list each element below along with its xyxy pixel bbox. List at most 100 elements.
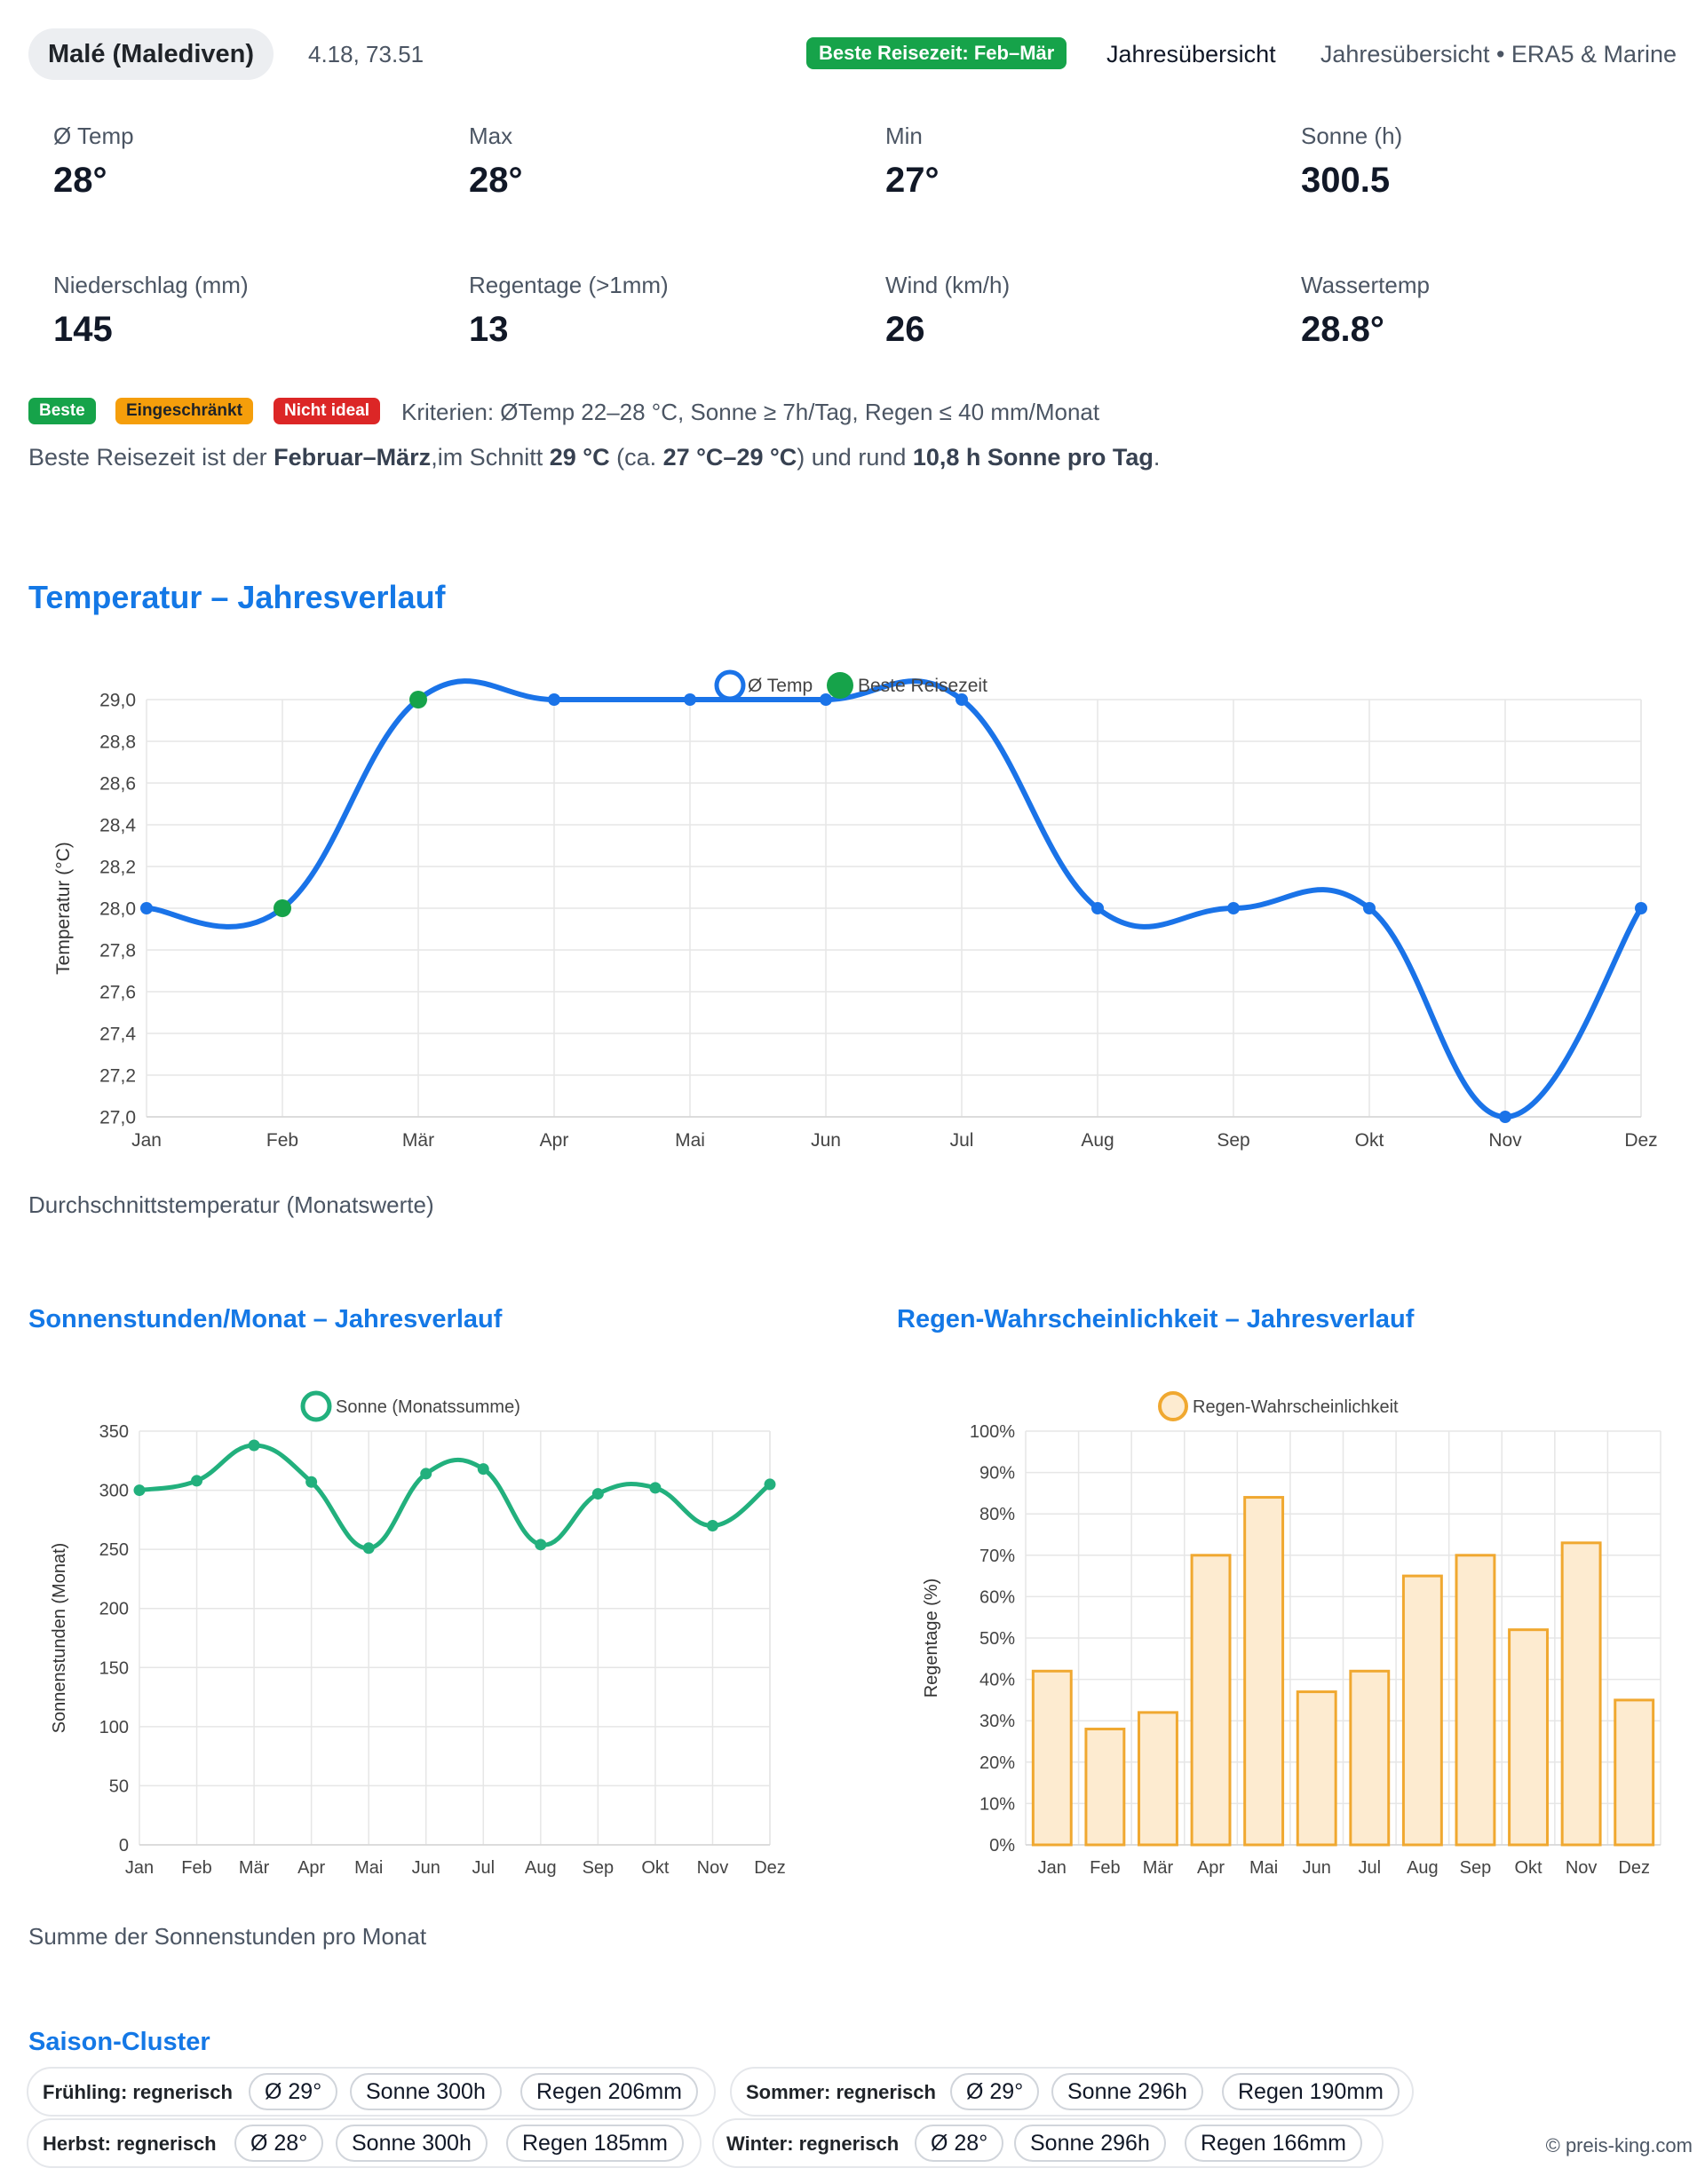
sun-data-point	[764, 1478, 776, 1491]
stat-value: 26	[885, 310, 925, 349]
cluster-temp-pill: Ø 28°	[915, 2125, 1004, 2162]
x-tick-label: Okt	[641, 1858, 670, 1878]
cluster-sun-pill: Sonne 296h	[1014, 2125, 1166, 2162]
sun-data-point	[248, 1439, 260, 1452]
cluster-sun-pill: Sonne 296h	[1051, 2073, 1203, 2110]
stat-value: 27°	[885, 161, 940, 200]
temp-data-point	[956, 693, 968, 706]
sun-chart-caption: Summe der Sonnenstunden pro Monat	[28, 1923, 427, 1950]
y-tick-label: 40%	[979, 1671, 1015, 1690]
y-tick-label: 28,2	[99, 857, 136, 877]
x-tick-label: Feb	[266, 1130, 298, 1151]
rain-bar	[1190, 1554, 1232, 1847]
stat-label: Max	[469, 123, 513, 149]
stat-label: Ø Temp	[53, 123, 134, 149]
legend-rain-label: Regen-Wahrscheinlichkeit	[1193, 1397, 1399, 1417]
best-season-point	[274, 899, 291, 917]
coordinates: 4.18, 73.51	[308, 41, 424, 67]
nav-annual-overview[interactable]: Jahresübersicht	[1106, 41, 1276, 67]
stat-label: Sonne (h)	[1301, 123, 1403, 149]
rain-bar	[1243, 1496, 1285, 1847]
rain-chart-title: Regen-Wahrscheinlichkeit – Jahresverlauf	[897, 1305, 1415, 1333]
rain-bar	[1296, 1690, 1337, 1847]
y-tick-label: 70%	[979, 1547, 1015, 1566]
summary-months: Februar–März	[274, 444, 432, 471]
rain-chart: 0% 10% 20% 30% 40% 50% 60% 70% 80% 90% 100% Jan Feb M…	[922, 1391, 1661, 1878]
y-tick-label: 50%	[979, 1629, 1015, 1649]
rain-bar	[1401, 1574, 1443, 1847]
y-axis-label: Regentage (%)	[922, 1579, 941, 1698]
x-tick-label: Jun	[412, 1858, 440, 1878]
x-tick-label: Jan	[125, 1858, 154, 1878]
x-tick-label: Apr	[540, 1130, 569, 1151]
y-tick-label: 80%	[979, 1505, 1015, 1524]
x-tick-label: Sep	[1460, 1858, 1492, 1878]
legend-best-label: Beste Reisezeit	[858, 676, 987, 696]
sun-series-line	[139, 1443, 772, 1551]
rain-bar	[1560, 1541, 1602, 1847]
temp-data-point	[684, 693, 696, 706]
summary-end: .	[1153, 444, 1161, 471]
y-tick-label: 60%	[979, 1587, 1015, 1607]
cluster-rain-pill: Regen 185mm	[506, 2125, 684, 2162]
x-tick-label: Jan	[131, 1130, 162, 1151]
y-tick-label: 28,4	[99, 815, 136, 835]
rain-bar	[1349, 1669, 1391, 1847]
x-tick-label: Mai	[675, 1130, 705, 1151]
sun-chart: 0 50 100 150 200 250 300 350 Jan Feb Mär Apr Mai Jun J…	[50, 1390, 786, 1878]
y-tick-label: 28,6	[99, 773, 136, 794]
stat-sunshine: Sonne (h) 300.5	[1301, 123, 1656, 201]
x-tick-label: Jun	[1303, 1858, 1331, 1878]
y-tick-label: 0%	[989, 1836, 1015, 1856]
temp-data-point	[1091, 902, 1104, 914]
rain-bar	[1508, 1628, 1549, 1847]
x-tick-label: Mai	[354, 1858, 383, 1878]
x-tick-label: Jul	[1359, 1858, 1382, 1878]
sun-data-point	[535, 1539, 547, 1551]
stat-label: Regentage (>1mm)	[469, 272, 669, 298]
temp-chart: 27,0 27,2 27,4 27,6 27,8 28,0 28,2 28,4 28,6 28,8…	[53, 669, 1658, 1151]
x-tick-label: Dez	[1618, 1858, 1650, 1878]
header: Malé (Malediven) 4.18, 73.51 Beste Reise…	[28, 27, 1677, 83]
summary-avg: 29 °C	[549, 444, 610, 471]
temp-data-point	[1363, 902, 1376, 914]
best-season-badge: Beste Reisezeit: Feb–Mär	[806, 37, 1067, 69]
y-axis-label: Sonnenstunden (Monat)	[50, 1543, 69, 1734]
legend-best-chip: Beste	[28, 398, 96, 424]
legend-temp-marker	[714, 669, 746, 701]
stat-label: Wind (km/h)	[885, 272, 1011, 298]
legend-limited-chip: Eingeschränkt	[115, 398, 253, 424]
x-tick-label: Nov	[1566, 1858, 1598, 1878]
x-tick-label: Apr	[1197, 1858, 1225, 1878]
cluster-rain-pill: Regen 166mm	[1185, 2125, 1362, 2162]
y-tick-label: 350	[99, 1422, 129, 1442]
x-tick-label: Feb	[1090, 1858, 1120, 1878]
legend-sun-label: Sonne (Monatssumme)	[336, 1397, 520, 1417]
y-tick-label: 27,8	[99, 940, 136, 961]
cluster-spring: Frühling: regnerisch Ø 29° Sonne 300h Re…	[27, 2067, 716, 2117]
cluster-temp-pill: Ø 29°	[249, 2073, 338, 2110]
temp-data-point	[1635, 902, 1647, 914]
location-pill[interactable]: Malé (Malediven)	[28, 28, 274, 80]
best-time-summary: Beste Reisezeit ist der Februar–März,im …	[28, 444, 1160, 471]
legend-best-marker	[827, 672, 853, 699]
y-tick-label: 27,4	[99, 1024, 136, 1044]
stat-value: 300.5	[1301, 161, 1391, 200]
legend-not-ideal-chip: Nicht ideal	[274, 398, 381, 424]
stat-value: 28.8°	[1301, 310, 1384, 349]
temp-data-point	[548, 693, 560, 706]
nav-data-sources[interactable]: Jahresübersicht • ERA5 & Marine	[1320, 41, 1677, 67]
cluster-summer: Sommer: regnerisch Ø 29° Sonne 296h Rege…	[730, 2067, 1414, 2117]
summary-prefix: Beste Reisezeit ist der	[28, 444, 274, 471]
temp-chart-caption: Durchschnittstemperatur (Monatswerte)	[28, 1191, 434, 1218]
x-tick-label: Feb	[181, 1858, 211, 1878]
rain-bar	[1031, 1669, 1073, 1847]
stat-value: 145	[53, 310, 113, 349]
cluster-temp-pill: Ø 28°	[234, 2125, 324, 2162]
x-tick-label: Nov	[697, 1858, 729, 1878]
temp-data-point	[140, 902, 153, 914]
x-tick-label: Mär	[402, 1130, 434, 1151]
cluster-temp-pill: Ø 29°	[950, 2073, 1040, 2110]
stat-label: Niederschlag (mm)	[53, 272, 249, 298]
summary-mid: ,im Schnitt	[431, 444, 550, 471]
